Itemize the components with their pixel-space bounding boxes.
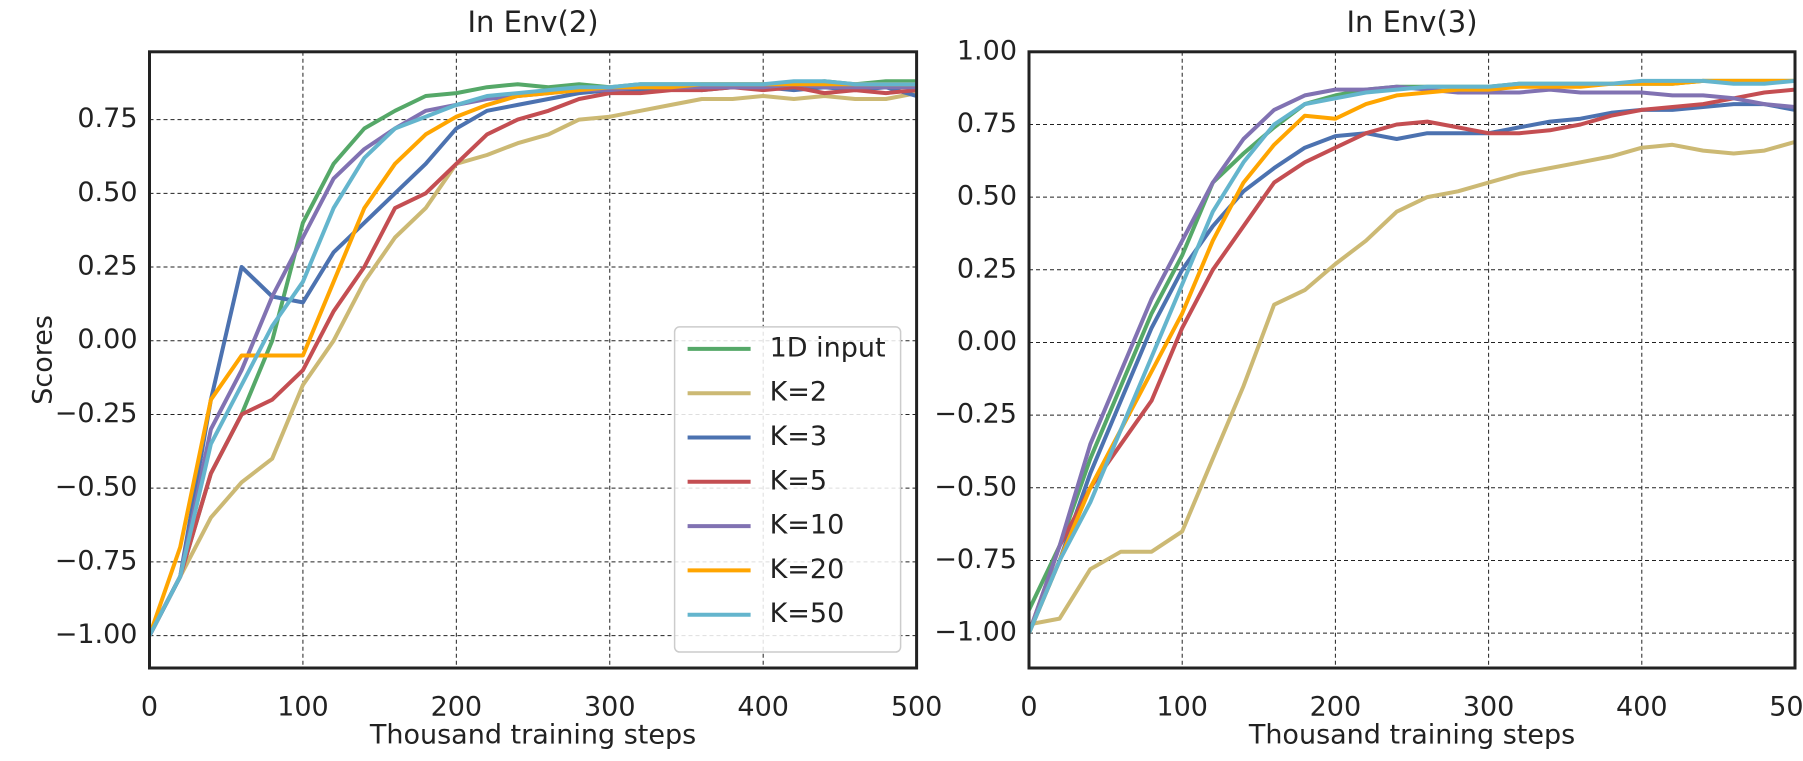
legend-label: K=50 (770, 598, 845, 629)
y-tick-label: −1.00 (934, 617, 1017, 648)
series-line (1029, 78, 1795, 634)
series-line (149, 91, 917, 637)
y-tick-label: 0.00 (957, 326, 1017, 357)
x-axis-label: Thousand training steps (1248, 720, 1575, 751)
series-line (1029, 87, 1795, 634)
y-tick-label: 0.75 (77, 103, 137, 134)
legend-label: K=3 (770, 421, 828, 452)
y-tick-label: 0.50 (77, 177, 137, 208)
axes-frame (148, 50, 919, 670)
series-line (149, 85, 917, 637)
y-tick-label: 0.25 (77, 251, 137, 282)
y-tick-label: −0.75 (55, 545, 138, 576)
axes-frame (1027, 50, 1797, 670)
y-tick-label: −0.50 (55, 472, 138, 503)
x-tick-label: 500 (1769, 692, 1803, 723)
y-axis-label: Scores (28, 315, 59, 405)
x-axis-label: Thousand training steps (369, 720, 696, 751)
y-tick-label: −0.25 (55, 398, 138, 429)
legend-label: K=2 (770, 377, 828, 408)
chart-title: In Env(2) (467, 5, 598, 39)
plot-area (1029, 78, 1795, 634)
x-tick-label: 400 (1616, 692, 1668, 723)
series-line (1029, 78, 1795, 634)
y-tick-label: 0.75 (957, 108, 1017, 139)
series-line (1029, 102, 1795, 634)
x-tick-label: 0 (1020, 692, 1037, 723)
x-tick-label: 200 (431, 692, 483, 723)
x-tick-label: 200 (1310, 692, 1362, 723)
x-tick-label: 400 (737, 692, 789, 723)
series-line (149, 82, 917, 637)
plot-area (149, 79, 917, 637)
legend-label: 1D input (770, 332, 886, 363)
x-tick-label: 100 (1156, 692, 1208, 723)
y-tick-label: −0.50 (934, 471, 1017, 502)
x-tick-label: 500 (891, 692, 943, 723)
y-tick-label: 0.25 (957, 253, 1017, 284)
legend-label: K=10 (770, 510, 845, 541)
x-tick-label: 300 (584, 692, 636, 723)
x-tick-label: 300 (1463, 692, 1515, 723)
y-tick-label: 0.50 (957, 181, 1017, 212)
x-tick-label: 0 (141, 692, 158, 723)
y-tick-label: 0.00 (77, 324, 137, 355)
y-tick-label: −1.00 (55, 619, 138, 650)
chart-title: In Env(3) (1346, 5, 1477, 39)
legend-label: K=20 (770, 554, 845, 585)
x-tick-label: 100 (277, 692, 329, 723)
y-tick-label: −0.75 (934, 544, 1017, 575)
y-tick-label: 1.00 (957, 35, 1017, 66)
series-line (1029, 139, 1795, 627)
y-tick-label: −0.25 (934, 399, 1017, 430)
legend-label: K=5 (770, 465, 828, 496)
series-line (149, 79, 917, 637)
